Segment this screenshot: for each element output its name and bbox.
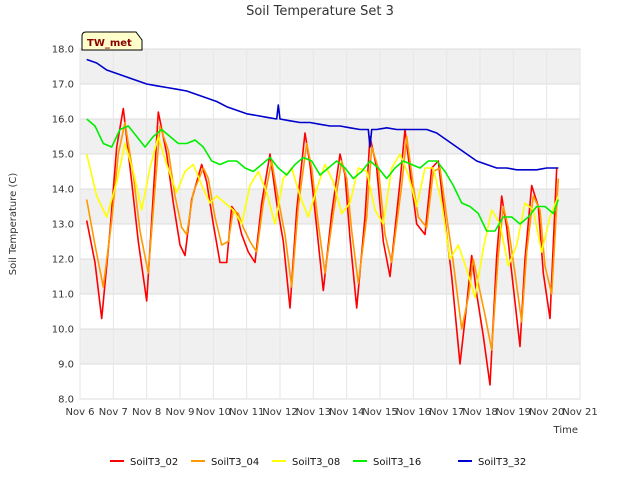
- series-lines: [85, 58, 560, 386]
- y-tick-label: 11.0: [52, 290, 74, 301]
- x-tick-label: Nov 6: [65, 407, 94, 418]
- y-tick-label: 18.0: [52, 45, 74, 56]
- series-line-soilt3_32: [86, 58, 559, 171]
- legend-item: SoilT3_04: [191, 457, 259, 468]
- y-tick-label: 14.0: [52, 185, 74, 196]
- series-line-soilt3_16: [86, 118, 560, 232]
- x-tick-label: Nov 8: [132, 407, 161, 418]
- x-tick-label: Nov 16: [396, 407, 431, 418]
- y-axis-label: Soil Temperature (C): [8, 173, 19, 276]
- legend-item: SoilT3_08: [272, 457, 340, 468]
- y-tick-label: 16.0: [52, 115, 74, 126]
- y-axis: 8.0 9.0 10.0 11.0 12.0 13.0 14.0 15.0 16.0 17.0 18…: [52, 45, 74, 406]
- x-tick-label: Nov 14: [329, 407, 364, 418]
- x-tick-label: Nov 12: [262, 407, 297, 418]
- badge: TW_met: [81, 31, 143, 51]
- badge-label: TW_met: [87, 38, 132, 49]
- y-tick-label: 10.0: [52, 325, 74, 336]
- x-tick-label: Nov 13: [296, 407, 331, 418]
- x-tick-label: Nov 11: [229, 407, 264, 418]
- legend: SoilT3_02 SoilT3_04 SoilT3_08 SoilT3_16 Soil…: [110, 457, 526, 468]
- y-tick-label: 9.0: [58, 360, 74, 371]
- y-tick-label: 17.0: [52, 80, 74, 91]
- chart-title: Soil Temperature Set 3: [246, 4, 394, 19]
- legend-item: SoilT3_02: [110, 457, 178, 468]
- series-line-soilt3_08: [85, 135, 560, 299]
- x-tick-label: Nov 19: [496, 407, 531, 418]
- x-tick-label: Nov 10: [196, 407, 231, 418]
- y-tick-label: 8.0: [58, 395, 74, 406]
- x-tick-label: Nov 7: [99, 407, 128, 418]
- x-tick-label: Nov 9: [165, 407, 194, 418]
- y-tick-label: 12.0: [52, 255, 74, 266]
- legend-item: SoilT3_32: [458, 457, 526, 468]
- grid-band: [80, 49, 580, 84]
- x-tick-label: Nov 15: [362, 407, 397, 418]
- grid: [79, 48, 581, 400]
- legend-label: SoilT3_04: [211, 457, 259, 468]
- grid-band: [80, 259, 580, 294]
- legend-item: SoilT3_16: [353, 457, 421, 468]
- x-tick-label: Nov 17: [429, 407, 464, 418]
- grid-band: [80, 329, 580, 364]
- legend-label: SoilT3_02: [130, 457, 178, 468]
- legend-label: SoilT3_08: [292, 457, 340, 468]
- y-tick-label: 13.0: [52, 220, 74, 231]
- x-tick-label: Nov 21: [562, 407, 597, 418]
- y-tick-label: 15.0: [52, 150, 74, 161]
- legend-label: SoilT3_16: [373, 457, 421, 468]
- x-tick-label: Nov 20: [529, 407, 564, 418]
- x-tick-label: Nov 18: [462, 407, 497, 418]
- legend-label: SoilT3_32: [478, 457, 526, 468]
- series-line-soilt3_04: [85, 121, 560, 351]
- x-axis-label: Time: [553, 425, 578, 436]
